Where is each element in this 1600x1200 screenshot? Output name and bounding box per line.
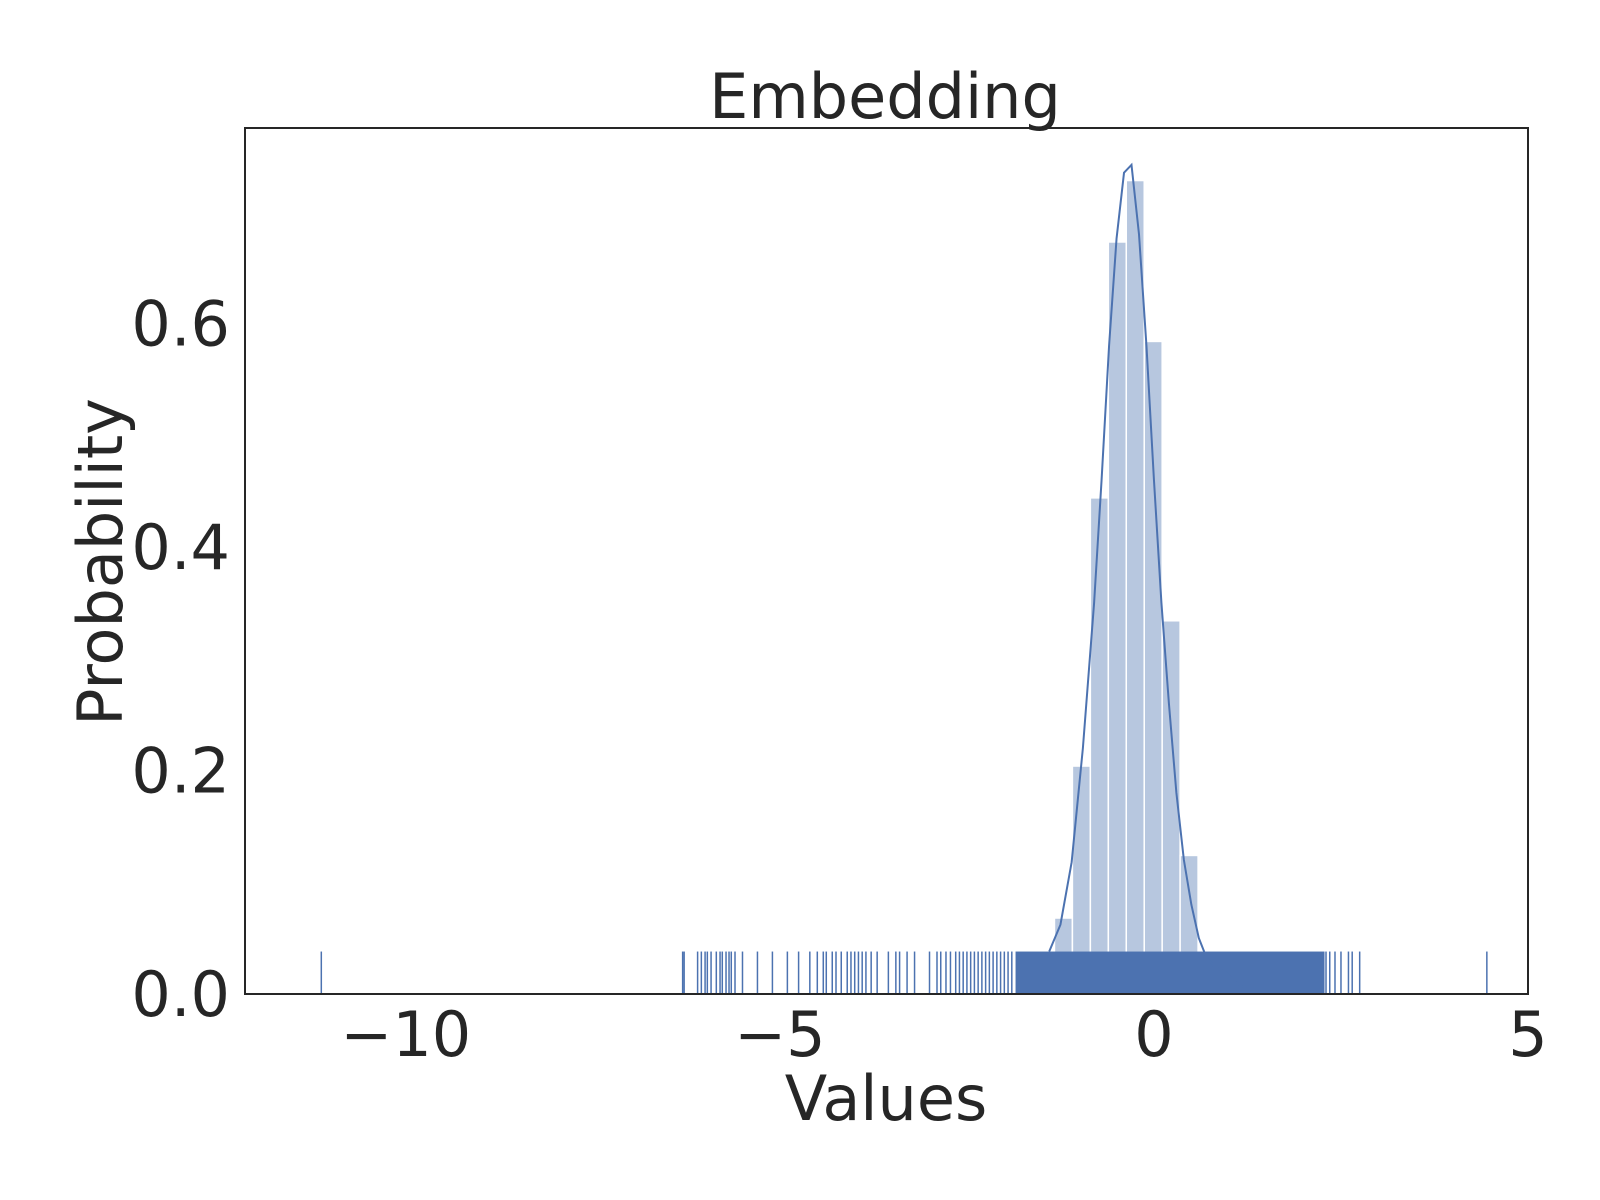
histogram-bar-3 <box>1107 241 1128 995</box>
rug-dense-band <box>1015 951 1325 994</box>
y-tick-label-0: 0.0 <box>131 958 230 1031</box>
y-tick-label-3: 0.6 <box>131 288 230 361</box>
rug-marks <box>320 951 1488 994</box>
x-tick-label-3: 5 <box>1508 998 1547 1071</box>
histogram-bar-5 <box>1143 340 1163 995</box>
histogram-bars <box>1053 179 1199 995</box>
y-tick-label-2: 0.4 <box>131 511 230 584</box>
x-axis-label: Values <box>785 1062 988 1135</box>
y-axis-label: Probability <box>64 398 137 726</box>
histogram-bar-4 <box>1125 179 1145 995</box>
x-tick-label-0: −10 <box>340 998 471 1071</box>
x-tick-label-2: 0 <box>1134 998 1173 1071</box>
histogram-bar-2 <box>1089 497 1110 995</box>
x-tick-label-1: −5 <box>734 998 825 1071</box>
plot-area <box>244 127 1529 995</box>
chart-title: Embedding <box>709 60 1061 133</box>
y-axis-ticks: 0.0 0.2 0.4 0.6 <box>131 288 230 1031</box>
x-axis-ticks: −10 −5 0 5 <box>340 998 1547 1071</box>
kde-line <box>1048 162 1260 995</box>
y-tick-label-1: 0.2 <box>131 735 230 808</box>
plot-frame <box>244 127 1529 995</box>
